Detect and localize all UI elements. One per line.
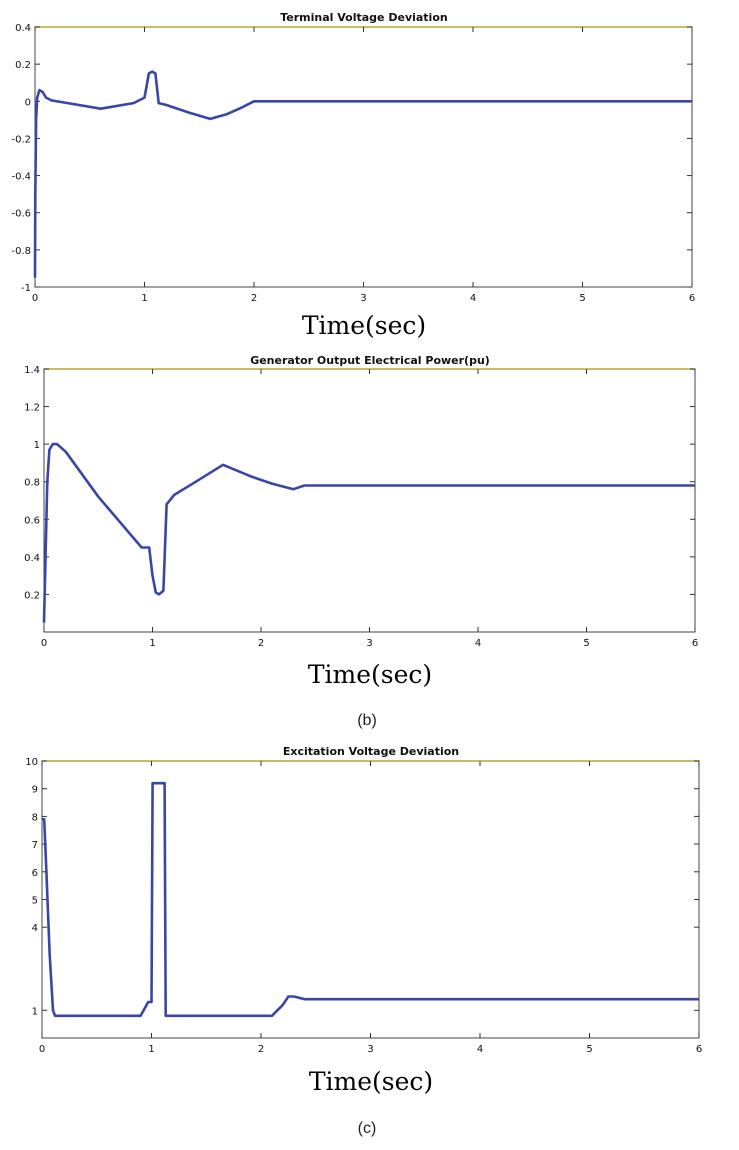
x-tick-label: 5 [579, 293, 585, 304]
chart-generator-power: Generator Output Electrical Power(pu) 0 1… [24, 354, 698, 729]
x-axis: 0 1 2 3 4 5 6 [41, 369, 698, 649]
x-tick-label: 5 [583, 638, 589, 649]
y-tick-label: 0.4 [24, 553, 40, 564]
y-tick-label: 1.4 [24, 365, 40, 376]
x-tick-label: 1 [149, 638, 155, 649]
y-tick-label: 0.4 [15, 23, 31, 34]
x-tick-label: 6 [696, 1044, 702, 1055]
y-tick-label: 10 [25, 757, 38, 768]
y-tick-label: 0 [25, 97, 31, 108]
plot-area [43, 368, 696, 633]
y-tick-label: 0.2 [24, 590, 40, 601]
y-tick-label: -0.8 [11, 246, 31, 257]
chart-title: Terminal Voltage Deviation [280, 11, 447, 24]
y-tick-label: -0.6 [11, 209, 31, 220]
x-tick-label: 4 [470, 293, 476, 304]
y-tick-label: -1 [21, 283, 31, 294]
x-tick-label: 1 [148, 1044, 154, 1055]
y-tick-label: 0.2 [15, 60, 31, 71]
x-tick-label: 2 [258, 1044, 264, 1055]
figure-caption-c: (c) [358, 1120, 377, 1137]
chart-terminal-voltage: Terminal Voltage Deviation 0 1 2 3 4 5 6 -1 -0.… [11, 11, 695, 340]
x-axis: 0 1 2 3 4 5 6 [32, 27, 695, 304]
x-tick-label: 3 [360, 293, 366, 304]
y-tick-label: 6 [32, 868, 38, 879]
x-tick-label: 6 [689, 293, 695, 304]
y-tick-label: 0.6 [24, 515, 40, 526]
x-tick-label: 1 [141, 293, 147, 304]
y-tick-label: -0.4 [11, 172, 31, 183]
y-tick-label: 8 [32, 812, 38, 823]
x-tick-label: 0 [32, 293, 38, 304]
chart-title: Excitation Voltage Deviation [283, 745, 459, 758]
y-tick-label: 0.8 [24, 478, 40, 489]
x-tick-label: 4 [477, 1044, 483, 1055]
y-tick-label: 7 [32, 840, 38, 851]
x-tick-label: 0 [39, 1044, 45, 1055]
plot-area [41, 760, 700, 1039]
x-axis-label: Time(sec) [308, 660, 432, 689]
x-tick-label: 4 [475, 638, 481, 649]
y-tick-label: -0.2 [11, 134, 31, 145]
y-tick-label: 5 [32, 896, 38, 907]
plot-area [34, 26, 693, 288]
y-tick-label: 1 [34, 440, 40, 451]
x-axis: 0 1 2 3 4 5 6 [39, 761, 702, 1055]
x-axis-label: Time(sec) [309, 1067, 433, 1096]
y-tick-label: 4 [32, 923, 38, 934]
x-tick-label: 2 [251, 293, 257, 304]
x-tick-label: 0 [41, 638, 47, 649]
figure-caption-b: (b) [357, 712, 377, 729]
x-tick-label: 2 [258, 638, 264, 649]
y-axis: 1 4 5 6 7 8 9 10 [25, 757, 699, 1017]
x-tick-label: 5 [586, 1044, 592, 1055]
x-tick-label: 3 [367, 1044, 373, 1055]
x-tick-label: 6 [692, 638, 698, 649]
series-line-excitation-voltage [42, 781, 699, 1018]
y-tick-label: 1.2 [24, 403, 40, 414]
y-tick-label: 9 [32, 785, 38, 796]
x-tick-label: 3 [366, 638, 372, 649]
series-line-terminal-voltage [33, 70, 692, 278]
x-axis-label: Time(sec) [302, 311, 426, 340]
y-axis: -1 -0.8 -0.6 -0.4 -0.2 0 0.2 0.4 [11, 23, 692, 294]
series-line-generator-power [42, 442, 695, 623]
chart-title: Generator Output Electrical Power(pu) [250, 354, 490, 367]
y-tick-label: 1 [32, 1006, 38, 1017]
chart-excitation-voltage: Excitation Voltage Deviation 0 1 2 3 4 5 6 1 4 5… [25, 745, 702, 1137]
y-axis: 0.2 0.4 0.6 0.8 1 1.2 1.4 [24, 365, 695, 601]
